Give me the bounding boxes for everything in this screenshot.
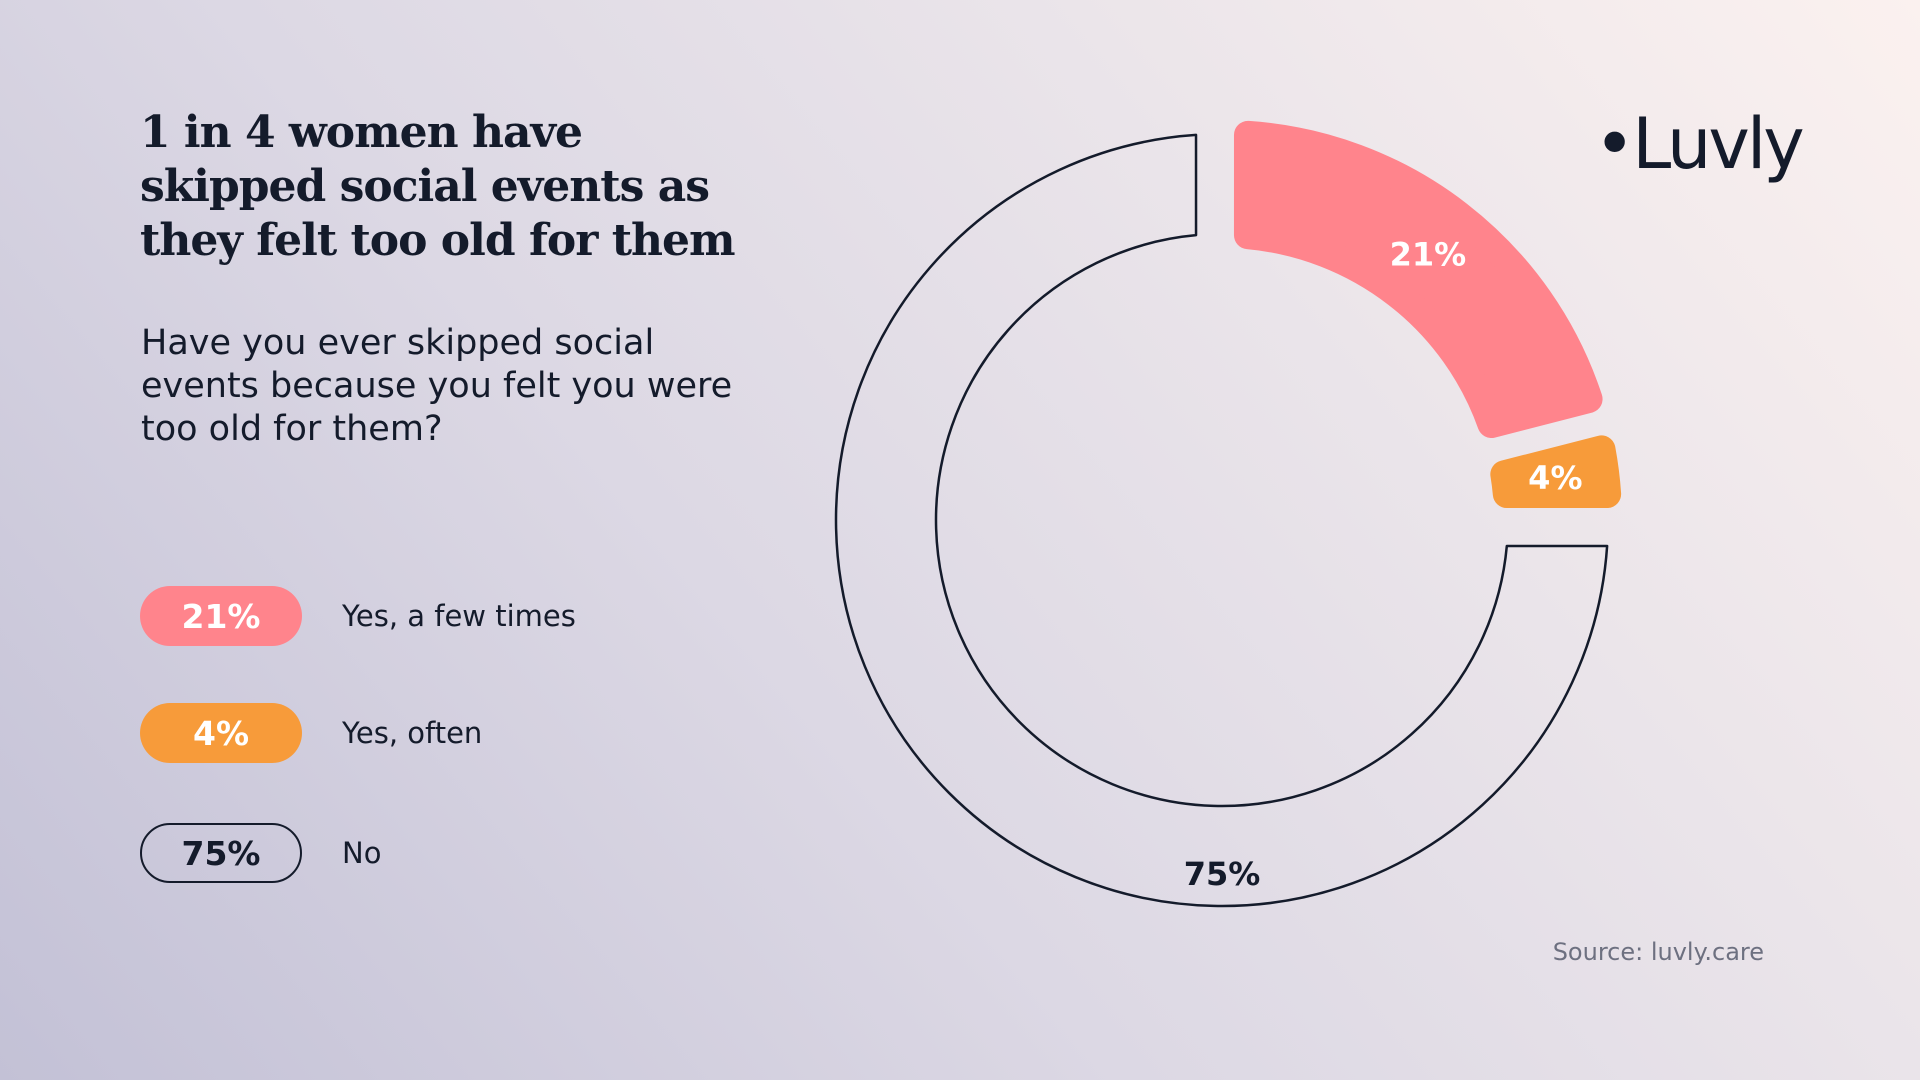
donut-segment-yes-a-few-times <box>1233 120 1603 439</box>
survey-question: Have you ever skipped social events beca… <box>141 323 733 449</box>
source-note: Source: luvly.care <box>1552 938 1764 966</box>
donut-segment-no <box>834 133 1609 908</box>
chart-title: 1 in 4 women have skipped social events … <box>140 107 736 266</box>
donut-label-yes-a-few-times: 21% <box>1390 236 1467 274</box>
legend-item-yes-few-times: 21% Yes, a few times <box>140 586 660 646</box>
donut-label-yes-often: 4% <box>1528 459 1582 497</box>
legend-label-yes-few-times: Yes, a few times <box>342 599 576 633</box>
legend-label-no: No <box>342 836 382 870</box>
legend-item-yes-often: 4% Yes, often <box>140 703 660 763</box>
legend-item-no: 75% No <box>140 823 660 883</box>
legend-label-yes-often: Yes, often <box>342 716 483 750</box>
legend-pill-yes-few-times: 21% <box>140 586 302 646</box>
legend-pill-no: 75% <box>140 823 302 883</box>
donut-label-no: 75% <box>1184 855 1261 893</box>
luvly-logo: •Luvly <box>1594 103 1805 185</box>
legend-pill-yes-often: 4% <box>140 703 302 763</box>
donut-segment-yes-often <box>1490 435 1622 509</box>
